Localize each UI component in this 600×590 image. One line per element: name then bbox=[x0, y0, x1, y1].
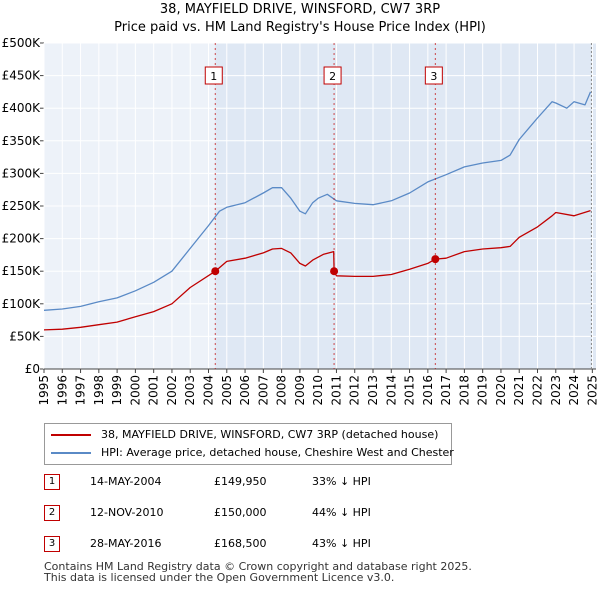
x-tick-label: 2006 bbox=[238, 375, 252, 406]
sale-price: £150,000 bbox=[214, 506, 267, 519]
sale-price: £149,950 bbox=[214, 475, 267, 488]
x-tick-label: 2005 bbox=[220, 375, 234, 406]
x-tick-label: 2015 bbox=[403, 375, 417, 406]
sale-marker-label: 1 bbox=[210, 70, 217, 83]
x-tick-label: 2019 bbox=[476, 375, 490, 406]
price-chart: £0 £50K £100K £150K £200K £250K £300K £350K £400… bbox=[2, 36, 600, 406]
x-tick-label: 2002 bbox=[165, 375, 179, 406]
footer-line-2: This data is licensed under the Open Gov… bbox=[44, 571, 395, 584]
x-tick-label: 2016 bbox=[421, 375, 435, 406]
legend-label-hpi: HPI: Average price, detached house, Ches… bbox=[101, 446, 454, 459]
y-tick-label: £500K bbox=[2, 36, 42, 50]
sale-marker-box bbox=[204, 66, 223, 85]
sale-hpi-diff: 43% ↓ HPI bbox=[312, 537, 371, 550]
y-tick-label: £250K bbox=[2, 199, 42, 213]
y-tick-label: £400K bbox=[2, 101, 42, 115]
sale-marker-label: 2 bbox=[329, 70, 336, 83]
chart-title: 38, MAYFIELD DRIVE, WINSFORD, CW7 3RP bbox=[159, 2, 441, 17]
x-tick-label: 2018 bbox=[457, 375, 471, 406]
x-tick-label: 2023 bbox=[549, 375, 563, 406]
x-tick-label: 1997 bbox=[74, 375, 88, 406]
y-tick-label: £50K bbox=[9, 329, 41, 343]
sale-hpi-diff: 33% ↓ HPI bbox=[312, 475, 371, 488]
sale-point bbox=[431, 255, 440, 264]
x-tick-label: 1995 bbox=[37, 375, 51, 406]
x-tick-label: 2014 bbox=[384, 375, 398, 406]
y-tick-label: £350K bbox=[2, 134, 42, 148]
x-tick-label: 2000 bbox=[128, 375, 142, 406]
x-tick-label: 2012 bbox=[348, 375, 362, 406]
sale-number-badge: 2 bbox=[44, 505, 60, 521]
x-tick-label: 2025 bbox=[585, 375, 599, 406]
y-tick-label: £300K bbox=[2, 166, 42, 180]
legend-swatch-property bbox=[51, 434, 91, 436]
sale-date: 14-MAY-2004 bbox=[90, 475, 162, 488]
x-tick-label: 2001 bbox=[147, 375, 161, 406]
legend-item-hpi: HPI: Average price, detached house, Ches… bbox=[51, 444, 454, 462]
sale-marker-label: 3 bbox=[430, 70, 437, 83]
x-tick-label: 2004 bbox=[202, 375, 216, 406]
x-tick-label: 2022 bbox=[531, 375, 545, 406]
legend-swatch-hpi bbox=[51, 452, 91, 454]
sale-marker-box bbox=[424, 66, 443, 85]
sale-date: 12-NOV-2010 bbox=[90, 506, 164, 519]
sale-number-badge: 3 bbox=[44, 536, 60, 552]
property-price-line bbox=[43, 209, 591, 331]
x-tick-label: 2013 bbox=[366, 375, 380, 406]
x-tick-label: 2003 bbox=[183, 375, 197, 406]
sale-point bbox=[211, 267, 220, 276]
y-tick-label: £450K bbox=[2, 69, 42, 83]
x-tick-label: 2017 bbox=[439, 375, 453, 406]
sale-price: £168,500 bbox=[214, 537, 267, 550]
y-tick-label: £0 bbox=[25, 362, 40, 376]
x-tick-label: 2009 bbox=[293, 375, 307, 406]
y-tick-label: £200K bbox=[2, 232, 42, 246]
copyright-footer: Contains HM Land Registry data © Crown c… bbox=[44, 561, 472, 583]
sale-point bbox=[330, 267, 339, 276]
y-tick-label: £150K bbox=[2, 264, 42, 278]
x-tick-label: 2021 bbox=[512, 375, 526, 406]
sale-number-badge: 1 bbox=[44, 474, 60, 490]
footer-line-1: Contains HM Land Registry data © Crown c… bbox=[44, 560, 472, 573]
hpi-line bbox=[43, 91, 592, 311]
sale-hpi-diff: 44% ↓ HPI bbox=[312, 506, 371, 519]
x-tick-label: 2011 bbox=[329, 375, 343, 406]
x-tick-label: 2008 bbox=[275, 375, 289, 406]
x-tick-label: 2024 bbox=[567, 375, 581, 406]
y-tick-label: £100K bbox=[2, 297, 42, 311]
legend-label-property: 38, MAYFIELD DRIVE, WINSFORD, CW7 3RP (d… bbox=[101, 428, 439, 441]
sale-marker-box bbox=[323, 66, 342, 85]
sale-date: 28-MAY-2016 bbox=[90, 537, 162, 550]
x-tick-label: 2020 bbox=[494, 375, 508, 406]
chart-subtitle: Price paid vs. HM Land Registry's House … bbox=[114, 20, 486, 35]
x-tick-label: 1996 bbox=[55, 375, 69, 406]
x-tick-label: 2007 bbox=[256, 375, 270, 406]
x-tick-label: 1998 bbox=[92, 375, 106, 406]
chart-legend: 38, MAYFIELD DRIVE, WINSFORD, CW7 3RP (d… bbox=[44, 423, 454, 465]
legend-item-property: 38, MAYFIELD DRIVE, WINSFORD, CW7 3RP (d… bbox=[51, 426, 438, 444]
x-tick-label: 2010 bbox=[311, 375, 325, 406]
x-tick-label: 1999 bbox=[110, 375, 124, 406]
